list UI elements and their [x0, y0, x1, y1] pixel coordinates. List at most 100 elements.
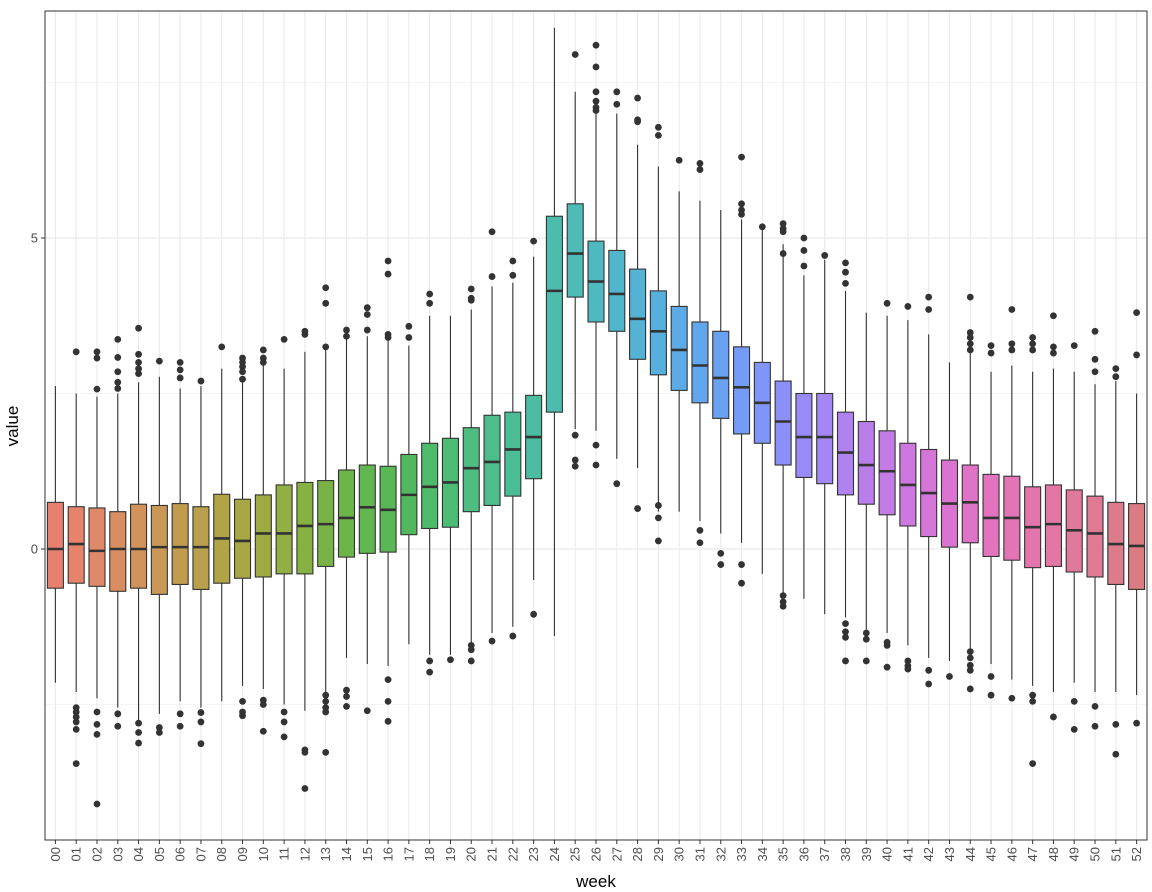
x-tick-label: 01	[69, 847, 84, 861]
box-week-42	[920, 293, 938, 688]
outlier-point	[467, 646, 475, 654]
x-tick-label: 39	[859, 847, 874, 861]
x-tick-label: 21	[485, 847, 500, 861]
box-iqr	[629, 268, 647, 360]
outlier-point	[280, 733, 288, 741]
outlier-point	[197, 377, 205, 385]
box-week-00	[46, 386, 64, 683]
x-tick-label: 38	[838, 847, 853, 861]
outlier-point	[280, 718, 288, 726]
outlier-point	[72, 348, 80, 356]
outlier-point	[592, 41, 600, 49]
box-iqr	[795, 392, 813, 479]
outlier-point	[1070, 342, 1078, 350]
outlier-point	[155, 724, 163, 731]
box-week-01	[67, 348, 85, 767]
box-week-02	[88, 348, 106, 808]
box-week-41	[899, 303, 917, 673]
outlier-point	[717, 561, 725, 568]
outlier-point	[696, 159, 704, 167]
x-tick-label: 41	[900, 847, 915, 861]
outlier-point	[1029, 346, 1037, 354]
outlier-point	[405, 322, 413, 330]
outlier-point	[1070, 697, 1078, 705]
box-week-15	[358, 304, 376, 715]
outlier-point	[1008, 346, 1016, 354]
outlier-point	[384, 334, 392, 341]
outlier-point	[758, 223, 766, 231]
outlier-point	[862, 635, 870, 643]
outlier-point	[280, 335, 288, 343]
outlier-point	[592, 441, 600, 449]
box-week-12	[296, 327, 314, 792]
outlier-point	[301, 331, 309, 338]
x-tick-label: 10	[256, 847, 271, 861]
box-week-47	[1024, 334, 1042, 767]
outlier-point	[1112, 373, 1120, 381]
x-tick-label: 51	[1108, 847, 1123, 861]
box-iqr	[545, 215, 563, 413]
x-tick-label: 33	[734, 847, 749, 861]
outlier-point	[114, 378, 122, 386]
outlier-point	[343, 326, 350, 334]
x-tick-label: 29	[651, 847, 666, 861]
outlier-point	[654, 514, 662, 522]
x-tick-label: 34	[755, 847, 770, 861]
box-week-06	[171, 359, 189, 730]
box-week-33	[732, 153, 751, 587]
outlier-point	[155, 357, 163, 365]
outlier-point	[571, 462, 579, 470]
x-tick-label: 11	[277, 847, 292, 861]
outlier-point	[1091, 355, 1099, 363]
x-tick-label: 47	[1025, 847, 1040, 861]
outlier-point	[966, 648, 974, 656]
box-iqr	[233, 498, 252, 579]
outlier-point	[966, 293, 974, 301]
box-iqr	[961, 464, 979, 544]
outlier-point	[1091, 722, 1099, 730]
outlier-point	[904, 665, 912, 673]
x-tick-label: 30	[672, 847, 687, 861]
outlier-point	[135, 365, 142, 373]
x-tick-label: 42	[921, 847, 936, 861]
x-tick-label: 14	[339, 847, 354, 861]
outlier-point	[259, 346, 267, 354]
outlier-point	[925, 680, 933, 688]
box-week-17	[400, 322, 418, 645]
box-week-45	[982, 342, 1000, 699]
box-iqr	[816, 392, 834, 485]
outlier-point	[842, 280, 849, 287]
x-tick-label: 09	[235, 847, 250, 861]
box-week-27	[608, 88, 626, 488]
box-week-43	[940, 362, 959, 680]
outlier-point	[1029, 691, 1037, 699]
outlier-point	[904, 303, 912, 310]
outlier-point	[343, 693, 350, 700]
outlier-point	[842, 259, 849, 267]
outlier-point	[1091, 368, 1099, 376]
outlier-point	[966, 661, 974, 669]
outlier-point	[654, 131, 662, 139]
outlier-point	[114, 368, 122, 376]
x-tick-label: 05	[152, 847, 167, 861]
outlier-point	[1029, 340, 1037, 348]
outlier-point	[363, 311, 371, 318]
outlier-point	[363, 326, 371, 334]
outlier-point	[654, 502, 662, 509]
outlier-point	[1133, 719, 1141, 727]
outlier-point	[530, 237, 538, 245]
box-iqr	[566, 203, 584, 298]
outlier-point	[634, 505, 641, 512]
outlier-point	[197, 718, 205, 726]
outlier-point	[1112, 721, 1120, 728]
outlier-point	[1112, 750, 1120, 758]
box-week-40	[878, 299, 896, 671]
box-week-25	[566, 51, 584, 470]
x-tick-label: 22	[505, 847, 520, 861]
outlier-point	[883, 299, 891, 307]
x-axis-title: week	[575, 872, 616, 891]
box-iqr	[982, 473, 1000, 558]
outlier-point	[135, 370, 142, 377]
box-week-36	[795, 234, 813, 599]
outlier-point	[239, 375, 246, 383]
